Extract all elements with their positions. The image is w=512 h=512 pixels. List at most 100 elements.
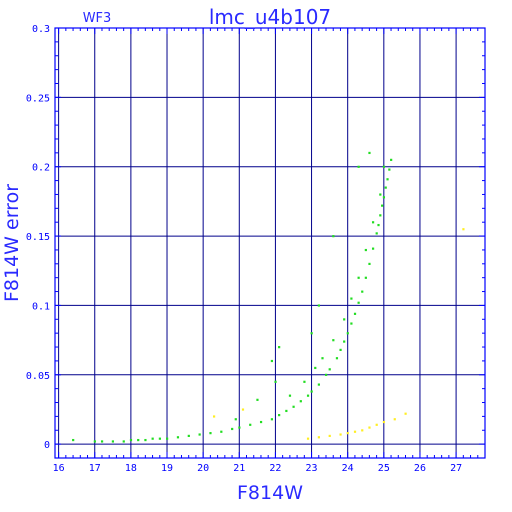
data-point — [350, 322, 353, 325]
chart-title: lmc_u4b107 — [209, 5, 331, 29]
data-point — [166, 437, 169, 440]
data-point — [368, 426, 371, 429]
data-point — [390, 158, 393, 161]
x-tick-label: 23 — [306, 463, 318, 474]
data-point — [303, 380, 306, 383]
data-point — [285, 409, 288, 413]
data-point — [388, 168, 391, 171]
data-point — [317, 383, 320, 386]
x-axis-label: F814W — [237, 482, 303, 504]
data-point — [462, 228, 465, 231]
data-point — [270, 418, 274, 421]
data-point — [379, 193, 382, 196]
x-tick-label: 24 — [342, 463, 354, 474]
x-tick-label: 18 — [125, 463, 137, 474]
data-point — [249, 423, 252, 426]
data-point — [288, 394, 292, 397]
y-tick-label: 0.1 — [32, 301, 50, 312]
y-tick-label: 0.05 — [26, 371, 50, 382]
data-point — [306, 394, 310, 397]
data-point — [353, 430, 357, 433]
data-point — [382, 420, 386, 424]
data-point — [346, 432, 349, 435]
data-point — [137, 438, 140, 442]
data-point — [357, 276, 360, 279]
data-point — [111, 440, 115, 443]
data-point — [310, 390, 313, 393]
data-point — [382, 196, 386, 199]
data-point — [198, 433, 201, 436]
data-point — [379, 214, 382, 217]
data-point — [278, 414, 281, 417]
data-point — [72, 438, 75, 442]
data-point — [299, 400, 302, 403]
data-point — [364, 276, 367, 279]
data-point — [346, 332, 349, 335]
data-point — [274, 380, 277, 383]
data-point — [339, 433, 342, 436]
data-point — [332, 235, 335, 238]
data-point — [332, 339, 335, 342]
x-tick-label: 20 — [197, 463, 209, 474]
data-point — [270, 359, 274, 363]
data-point — [220, 430, 223, 433]
data-point — [100, 440, 104, 443]
data-point — [328, 434, 331, 438]
data-point — [209, 432, 212, 435]
data-point — [339, 348, 342, 352]
data-point — [357, 165, 360, 168]
data-point — [350, 297, 353, 300]
data-point — [335, 357, 339, 360]
data-point — [361, 290, 364, 293]
data-point — [343, 318, 346, 321]
data-point — [321, 357, 324, 360]
data-point — [259, 420, 263, 424]
data-point — [375, 423, 378, 426]
data-point — [381, 204, 384, 207]
data-point — [328, 368, 331, 371]
data-point — [357, 301, 360, 304]
data-point — [353, 312, 357, 315]
data-point — [382, 165, 386, 168]
data-point — [93, 440, 96, 443]
data-point — [241, 408, 245, 411]
data-point — [292, 405, 295, 408]
data-points — [72, 151, 465, 443]
x-tick-label: 21 — [233, 463, 245, 474]
y-axis-label: F814W error — [1, 184, 23, 302]
data-point — [231, 427, 234, 431]
data-point — [310, 332, 313, 335]
x-tick-label: 19 — [161, 463, 173, 474]
data-point — [377, 223, 380, 227]
data-point — [325, 373, 328, 376]
data-point — [158, 437, 161, 440]
data-point — [317, 304, 320, 307]
data-point — [314, 366, 317, 370]
data-point — [371, 221, 375, 224]
data-point — [343, 340, 346, 343]
data-point — [234, 418, 237, 421]
data-point — [256, 398, 259, 401]
plot-frame — [54, 27, 486, 459]
data-point — [404, 412, 407, 415]
data-point — [238, 426, 241, 429]
data-point — [212, 415, 216, 418]
grid-lines — [55, 27, 485, 458]
data-point — [368, 262, 371, 266]
data-point — [386, 178, 389, 181]
chart-subtitle: WF3 — [83, 11, 112, 26]
x-tick-label: 25 — [378, 463, 390, 474]
data-point — [278, 346, 281, 349]
data-point — [375, 232, 378, 235]
data-point — [368, 151, 371, 155]
data-point — [361, 429, 364, 432]
x-tick-label: 17 — [89, 463, 101, 474]
x-tick-label: 26 — [414, 463, 426, 474]
y-tick-label: 0.3 — [32, 24, 50, 35]
data-point — [151, 437, 154, 440]
y-tick-label: 0.2 — [32, 163, 50, 174]
y-axis-ticks: 0 0.05 0.1 0.15 0.2 0.25 0.3 — [26, 24, 485, 451]
data-point — [393, 418, 396, 421]
y-tick-label: 0.15 — [26, 232, 50, 243]
